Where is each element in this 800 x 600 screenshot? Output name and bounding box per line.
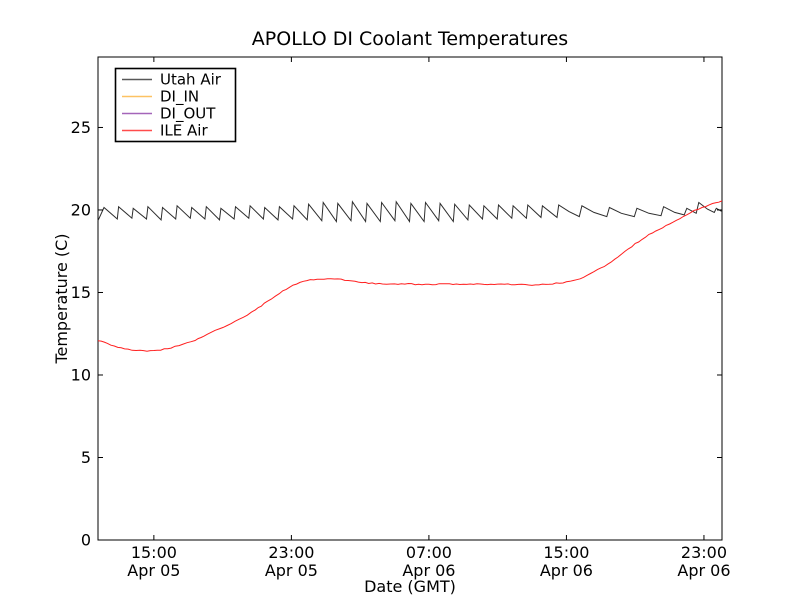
legend-label-utah-air: Utah Air xyxy=(160,71,222,89)
x-tick-date-label: Apr 05 xyxy=(265,561,318,580)
legend-label-ile-air: ILE Air xyxy=(160,122,208,140)
y-tick-label: 0 xyxy=(81,531,91,550)
x-tick-time-label: 15:00 xyxy=(131,543,177,562)
y-tick-label: 25 xyxy=(71,118,91,137)
x-tick-time-label: 23:00 xyxy=(681,543,727,562)
legend-label-di-in: DI_IN xyxy=(160,88,199,107)
series-line-utah-air xyxy=(97,200,723,223)
x-tick-date-label: Apr 06 xyxy=(402,561,455,580)
x-tick-date-label: Apr 06 xyxy=(677,561,730,580)
x-tick-date-label: Apr 06 xyxy=(540,561,593,580)
x-tick-date-label: Apr 05 xyxy=(127,561,180,580)
legend-label-di-out: DI_OUT xyxy=(160,105,216,124)
y-axis-label: Temperature (C) xyxy=(52,233,71,364)
x-tick-time-label: 23:00 xyxy=(268,543,314,562)
x-tick-time-label: 07:00 xyxy=(406,543,452,562)
axis-ticks xyxy=(98,57,722,541)
y-tick-label: 5 xyxy=(81,448,91,467)
x-axis-label: Date (GMT) xyxy=(364,577,456,596)
series-line-ile-air xyxy=(97,200,723,352)
x-tick-time-label: 15:00 xyxy=(543,543,589,562)
legend-box xyxy=(114,67,237,143)
y-tick-label: 20 xyxy=(71,200,91,219)
y-tick-label: 10 xyxy=(71,365,91,384)
y-tick-label: 15 xyxy=(71,283,91,302)
series-lines xyxy=(97,200,723,352)
plot-border xyxy=(97,56,723,541)
chart-title: APOLLO DI Coolant Temperatures xyxy=(252,28,568,50)
